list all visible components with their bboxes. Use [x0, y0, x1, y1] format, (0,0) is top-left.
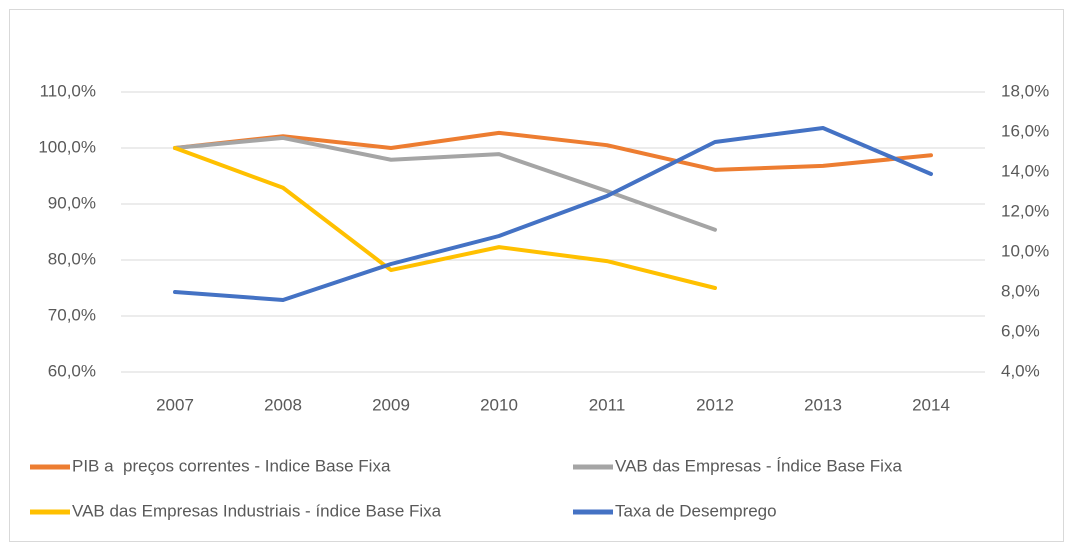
x-tick-label: 2008 [264, 395, 302, 414]
legend-label: PIB a preços correntes - Indice Base Fix… [72, 456, 391, 475]
legend-label: VAB das Empresas - Índice Base Fixa [615, 456, 902, 475]
series-line [173, 130, 933, 172]
y2-tick-label: 4,0% [1001, 361, 1040, 380]
y2-tick-label: 18,0% [1001, 81, 1049, 100]
y-tick-label: 110,0% [40, 81, 96, 100]
y2-tick-label: 16,0% [1001, 121, 1049, 140]
y-tick-label: 60,0% [48, 361, 96, 380]
y2-tick-label: 12,0% [1001, 201, 1049, 220]
series-line [173, 126, 933, 302]
y-tick-label: 90,0% [48, 193, 96, 212]
series-line [173, 146, 717, 290]
y2-tick-label: 14,0% [1001, 161, 1049, 180]
legend-label: VAB das Empresas Industriais - índice Ba… [72, 501, 442, 520]
x-tick-label: 2007 [156, 395, 194, 414]
x-tick-label: 2009 [372, 395, 410, 414]
y-tick-label: 100,0% [38, 137, 96, 156]
y2-tick-label: 10,0% [1001, 241, 1049, 260]
legend-label: Taxa de Desemprego [615, 501, 777, 520]
x-tick-label: 2013 [804, 395, 842, 414]
x-tick-label: 2011 [589, 395, 626, 414]
chart-border [9, 9, 1064, 542]
y-tick-label: 80,0% [48, 249, 96, 268]
y2-tick-label: 6,0% [1001, 321, 1040, 340]
x-tick-label: 2014 [912, 395, 950, 414]
series-line [173, 135, 717, 232]
x-tick-label: 2012 [696, 395, 734, 414]
y-tick-label: 70,0% [48, 305, 96, 324]
y2-tick-label: 8,0% [1001, 281, 1040, 300]
x-tick-label: 2010 [480, 395, 518, 414]
